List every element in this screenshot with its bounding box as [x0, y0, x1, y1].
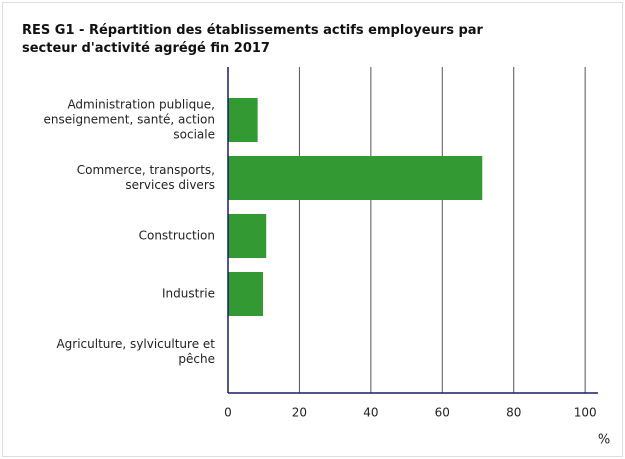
bar [228, 98, 258, 142]
x-tick-label: 100 [574, 406, 597, 420]
bar [228, 214, 267, 258]
x-tick-label: 0 [224, 406, 232, 420]
y-tick-label: Commerce, transports, services divers [76, 163, 215, 192]
x-tick-label: 40 [363, 406, 378, 420]
chart-title: RES G1 - Répartition des établissements … [22, 23, 483, 56]
x-tick-label: 80 [506, 406, 521, 420]
y-tick-label: Construction [138, 228, 215, 243]
y-tick-label: Agriculture, sylviculture et pêche [56, 337, 215, 366]
y-tick-label: Administration publique, enseignement, s… [43, 97, 215, 142]
y-tick-label: Industrie [162, 286, 215, 301]
x-tick-label: 60 [435, 406, 450, 420]
bar [228, 272, 263, 316]
bar [228, 156, 483, 200]
x-tick-label: 20 [292, 406, 307, 420]
x-axis-label: % [598, 433, 610, 448]
